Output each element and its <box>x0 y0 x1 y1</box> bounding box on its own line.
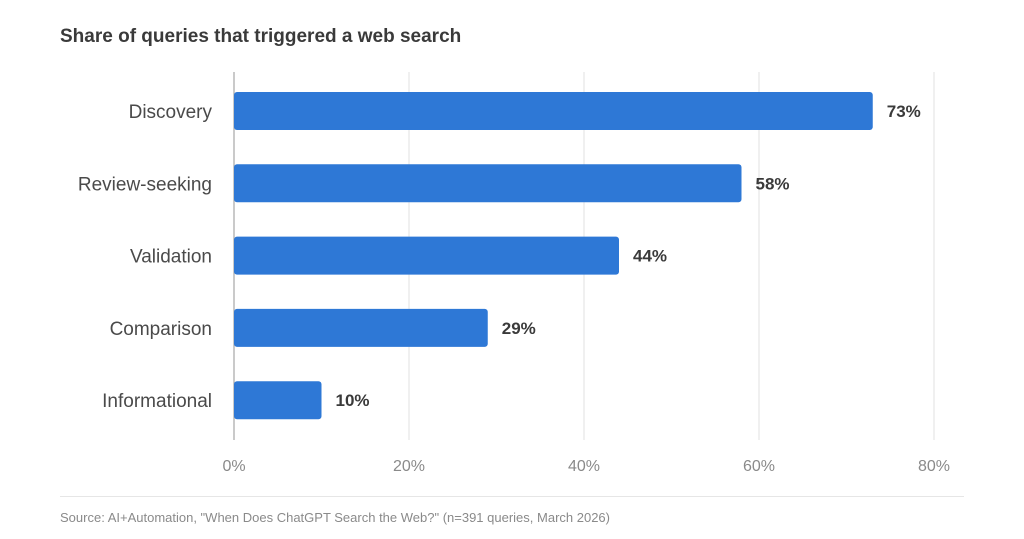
x-tick-label: 80% <box>918 458 950 475</box>
value-label: 73% <box>887 102 921 121</box>
value-label: 44% <box>633 247 667 266</box>
x-tick-label: 20% <box>393 458 425 475</box>
bar <box>234 308 488 347</box>
value-label: 29% <box>502 319 536 338</box>
category-label: Informational <box>102 391 212 412</box>
value-label: 10% <box>336 391 370 410</box>
chart-title: Share of queries that triggered a web se… <box>60 26 462 47</box>
category-label: Review-seeking <box>78 174 212 195</box>
x-tick-label: 40% <box>568 458 600 475</box>
bar <box>234 92 873 130</box>
bars <box>234 92 873 420</box>
category-label: Discovery <box>129 102 213 123</box>
bar <box>234 236 619 275</box>
category-label: Validation <box>130 247 212 268</box>
category-label: Comparison <box>110 319 212 340</box>
labels: 0% 20% 40% 60% 80% Discovery 73% Review-seeking… <box>78 102 950 475</box>
x-tick-label: 0% <box>222 458 245 475</box>
bar <box>234 381 322 420</box>
footer-divider <box>60 496 964 497</box>
x-tick-label: 60% <box>743 458 775 475</box>
source-note: Source: AI+Automation, "When Does ChatGP… <box>60 510 610 525</box>
value-label: 58% <box>756 174 790 193</box>
bar <box>234 164 742 203</box>
